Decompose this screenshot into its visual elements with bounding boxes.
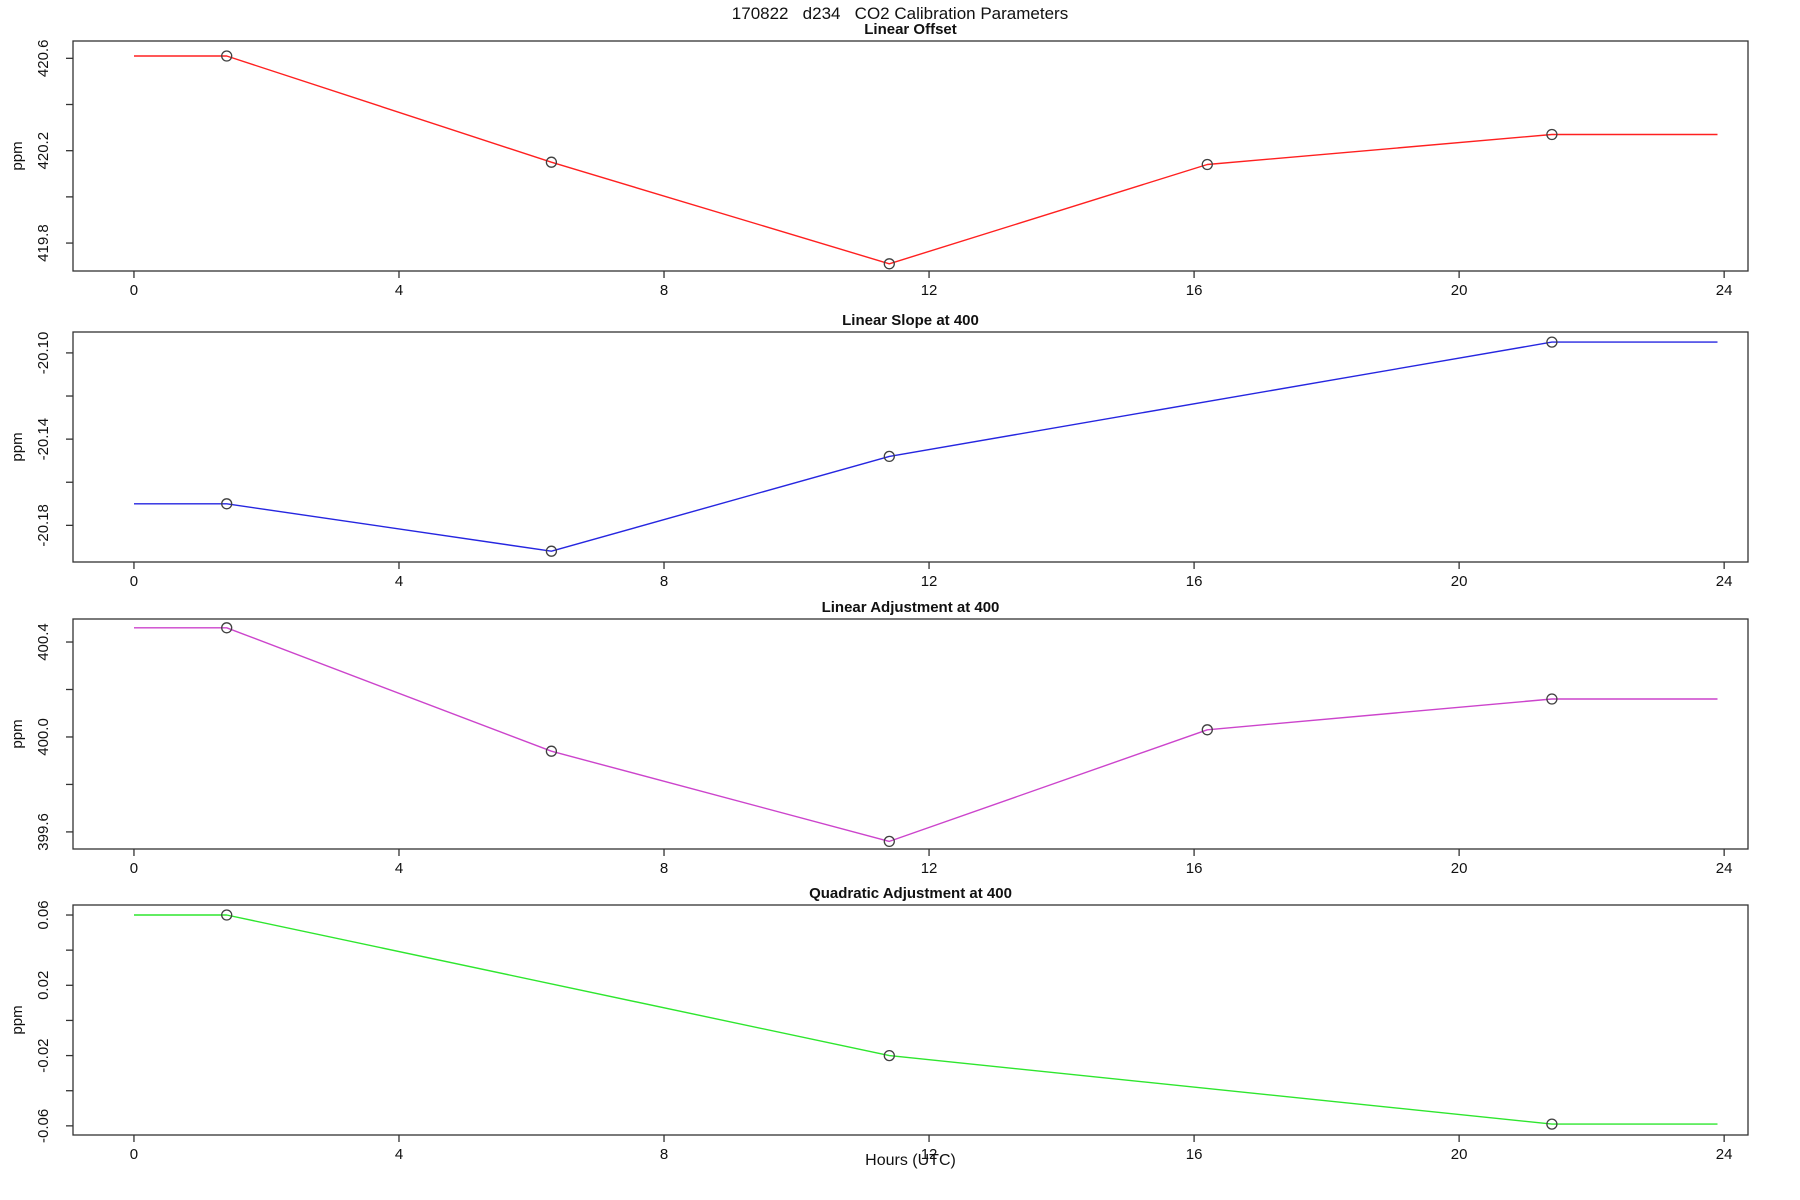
panel-border xyxy=(72,331,1749,563)
x-tick-label: 24 xyxy=(1716,573,1733,590)
y-tick-label: -0.02 xyxy=(35,1038,52,1072)
x-tick-label: 8 xyxy=(660,1146,668,1163)
panel-linear-offset: Linear Offset 0 4 8 12 16 20 24 419.8 420.2 420.6 p… xyxy=(9,21,1749,299)
x-tick-label: 4 xyxy=(395,573,403,590)
panel-title: Quadratic Adjustment at 400 xyxy=(809,885,1012,902)
y-tick-label: 399.6 xyxy=(35,813,52,851)
x-tick-label: 4 xyxy=(395,860,403,877)
data-point-marker xyxy=(221,498,233,510)
data-point-marker xyxy=(1546,693,1558,705)
y-tick-label: -20.14 xyxy=(35,418,52,461)
panel-title: Linear Slope at 400 xyxy=(842,312,979,329)
data-point-marker xyxy=(883,258,895,270)
y-tick-label: 419.8 xyxy=(35,224,52,262)
x-tick-label: 8 xyxy=(660,573,668,590)
x-tick-label: 16 xyxy=(1186,573,1203,590)
y-tick-label: -20.10 xyxy=(35,332,52,375)
data-point-marker xyxy=(545,156,558,168)
x-tick-label: 12 xyxy=(921,573,938,590)
panel-border xyxy=(72,904,1749,1136)
panel-title: Linear Offset xyxy=(864,21,957,38)
data-point-marker xyxy=(883,450,895,463)
y-axis-unit-label: ppm xyxy=(9,719,26,748)
y-tick-label: 400.0 xyxy=(35,718,52,756)
y-axis-unit-label: ppm xyxy=(9,141,26,170)
data-point-marker xyxy=(1201,158,1213,171)
x-tick-label: 12 xyxy=(921,860,938,877)
data-point-marker xyxy=(883,1049,895,1062)
series-line-quadratic-adjustment-at-400 xyxy=(134,914,1718,1125)
x-tick-label: 0 xyxy=(130,860,138,877)
y-tick-label: 0.06 xyxy=(35,900,52,929)
y-tick-label: -20.18 xyxy=(35,504,52,547)
series-line-linear-adjustment-at-400 xyxy=(134,627,1718,843)
x-tick-label: 8 xyxy=(660,860,668,877)
main-title: 170822 d234 CO2 Calibration Parameters xyxy=(731,4,1069,23)
data-point-marker xyxy=(545,545,558,557)
x-tick-label: 20 xyxy=(1451,1146,1468,1163)
data-point-marker xyxy=(545,745,558,757)
x-tick-label: 20 xyxy=(1451,282,1468,299)
x-tick-label: 0 xyxy=(130,573,138,590)
data-point-marker xyxy=(883,835,895,848)
panel-border xyxy=(72,40,1749,272)
y-tick-label: 400.4 xyxy=(35,623,52,661)
data-point-marker xyxy=(221,50,233,62)
data-point-marker xyxy=(221,622,233,634)
x-tick-label: 20 xyxy=(1451,860,1468,877)
x-tick-label: 16 xyxy=(1186,860,1203,877)
series-line-linear-offset xyxy=(134,55,1718,265)
x-axis-label: Hours (UTC) xyxy=(865,1152,956,1169)
x-tick-label: 24 xyxy=(1716,282,1733,299)
y-tick-label: 0.02 xyxy=(35,971,52,1000)
x-tick-label: 4 xyxy=(395,1146,403,1163)
x-tick-label: 8 xyxy=(660,282,668,299)
x-tick-label: 0 xyxy=(130,1146,138,1163)
x-tick-label: 24 xyxy=(1716,1146,1733,1163)
x-tick-label: 12 xyxy=(921,1146,938,1163)
y-tick-label: 420.6 xyxy=(35,40,52,78)
y-axis-unit-label: ppm xyxy=(9,1005,26,1034)
panel-linear-adjustment-at-400: Linear Adjustment at 400 0 4 8 12 16 20 24 399.6… xyxy=(9,599,1749,877)
x-tick-label: 16 xyxy=(1186,282,1203,299)
x-tick-label: 24 xyxy=(1716,860,1733,877)
panel-linear-slope-at-400: Linear Slope at 400 0 4 8 12 16 20 24 -20.18 -20.… xyxy=(9,312,1749,590)
data-point-marker xyxy=(1546,1118,1558,1130)
x-tick-label: 0 xyxy=(130,282,138,299)
panel-border xyxy=(72,618,1749,850)
x-tick-label: 4 xyxy=(395,282,403,299)
data-point-marker xyxy=(221,909,233,921)
y-axis-unit-label: ppm xyxy=(9,432,26,461)
data-point-marker xyxy=(1546,336,1558,348)
panel-title: Linear Adjustment at 400 xyxy=(822,599,1000,616)
x-tick-label: 12 xyxy=(921,282,938,299)
panel-quadratic-adjustment-at-400: Quadratic Adjustment at 400 0 4 8 12 16 20 24 -0… xyxy=(9,885,1749,1163)
y-tick-label: 420.2 xyxy=(35,132,52,170)
x-tick-label: 20 xyxy=(1451,573,1468,590)
data-point-marker xyxy=(1201,724,1213,736)
series-line-linear-slope-at-400 xyxy=(134,341,1718,552)
data-point-marker xyxy=(1546,128,1558,141)
y-tick-label: -0.06 xyxy=(35,1109,52,1143)
x-tick-label: 16 xyxy=(1186,1146,1203,1163)
